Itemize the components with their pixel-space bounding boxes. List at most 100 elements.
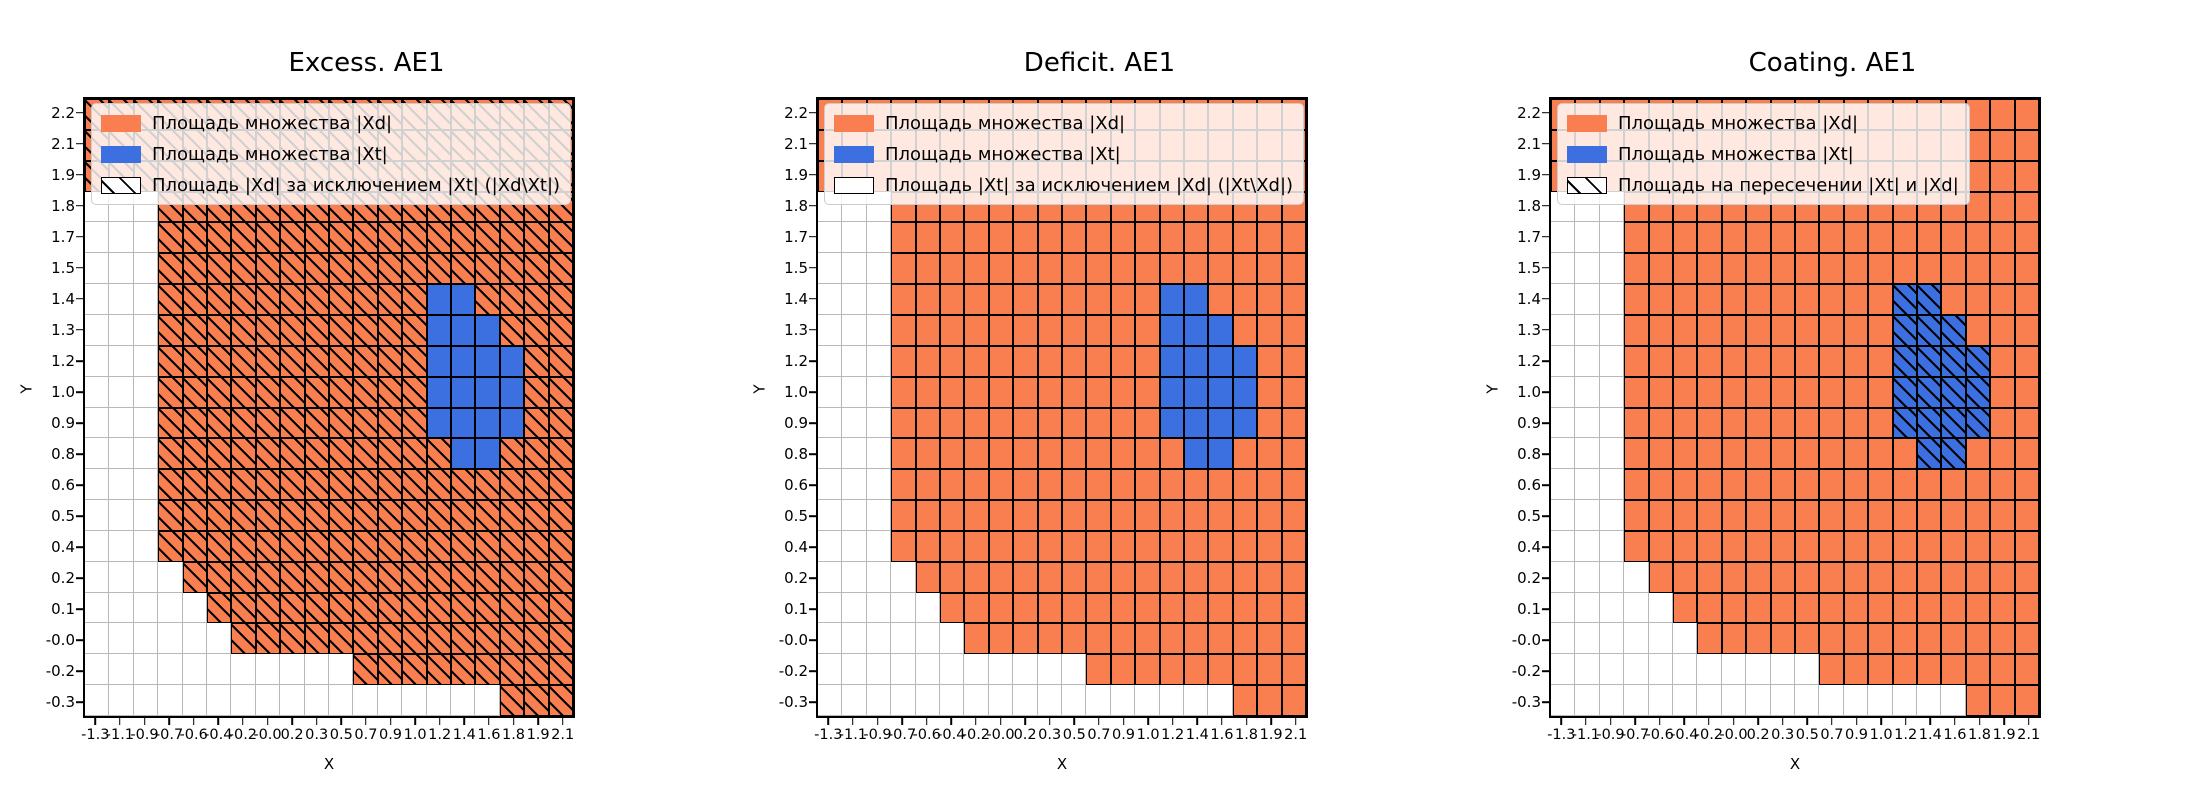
data-cell-orange	[1232, 592, 1258, 624]
grid-cell	[426, 685, 451, 716]
y-axis-tick-label: 0.8	[1517, 445, 1541, 464]
data-cell-orange	[939, 222, 965, 254]
data-cell-orange	[1013, 438, 1038, 470]
data-cell-empty	[867, 222, 891, 253]
data-cell-orange	[1110, 469, 1136, 501]
grid-cell	[109, 500, 134, 531]
data-cell-orange	[1794, 284, 1820, 315]
data-cell-empty	[329, 685, 353, 716]
data-cell-orange	[964, 407, 989, 439]
grid-cell	[133, 345, 159, 377]
data-cell-orange	[304, 530, 330, 562]
data-cell-blue	[1159, 284, 1184, 315]
data-cell-orange	[377, 500, 403, 531]
data-cell-orange	[1794, 561, 1820, 593]
x-axis-tick-mark	[1098, 718, 1100, 725]
data-cell-orange	[1208, 284, 1233, 315]
data-cell-orange	[1672, 530, 1698, 562]
grid-cell	[866, 530, 892, 562]
data-cell-empty	[109, 377, 133, 408]
data-cell-orange	[2014, 438, 2039, 470]
y-axis-tick-mark	[1542, 453, 1549, 455]
legend-item[interactable]: Площадь на пересечении |Xt| и |Xd|	[1567, 174, 1959, 196]
x-axis-tick-mark	[119, 718, 121, 725]
grid-cell	[1575, 592, 1600, 624]
data-cell-orange	[1843, 284, 1869, 315]
panel-title: Excess. AE1	[288, 48, 445, 78]
grid-cell	[964, 685, 989, 716]
data-cell-empty	[818, 253, 842, 284]
grid-cell	[85, 623, 110, 655]
legend-item-label: Площадь множества |Xt|	[885, 143, 1121, 165]
data-cell-orange	[2014, 284, 2039, 315]
legend-item[interactable]: Площадь множества |Xd|	[101, 112, 560, 134]
legend-item[interactable]: Площадь множества |Xd|	[834, 112, 1293, 134]
legend-item[interactable]: Площадь множества |Xt|	[101, 143, 560, 165]
x-axis-tick-label: 0.5	[1795, 727, 1819, 743]
grid-cell	[353, 685, 378, 716]
data-cell-orange	[206, 407, 232, 439]
y-axis-tick-mark	[809, 453, 816, 455]
x-axis-tick-mark	[1585, 718, 1587, 725]
data-cell-orange	[328, 253, 354, 285]
x-axis-tick-label: 0.2	[1013, 727, 1037, 743]
data-cell-empty	[818, 654, 842, 685]
data-cell-orange	[1868, 345, 1893, 377]
grid-cell	[133, 623, 159, 655]
grid-cell	[1770, 685, 1795, 716]
y-axis-tick-mark	[1542, 142, 1549, 145]
data-cell-orange	[1183, 530, 1209, 562]
data-cell-orange	[255, 530, 281, 562]
data-cell-orange	[450, 623, 476, 655]
data-cell-empty	[85, 654, 109, 685]
data-cell-orange	[1746, 561, 1771, 593]
data-cell-orange	[964, 561, 989, 593]
data-cell-orange	[1159, 592, 1184, 624]
panel-excess: Excess. AE1 Y X Площадь множества |Xd| П…	[0, 0, 733, 800]
data-cell-empty	[207, 654, 231, 685]
data-cell-blue	[475, 314, 500, 346]
data-cell-orange	[450, 222, 476, 254]
data-cell-orange	[231, 253, 257, 285]
legend-item[interactable]: Площадь множества |Xt|	[834, 143, 1293, 165]
data-cell-orange	[1721, 314, 1747, 346]
y-axis-tick-mark	[1542, 608, 1549, 611]
data-cell-orange	[1061, 253, 1087, 285]
grid-cell	[915, 592, 940, 624]
data-cell-orange	[891, 376, 916, 408]
grid-cell	[1599, 654, 1625, 686]
data-cell-orange	[1232, 284, 1258, 315]
data-cell-orange	[1794, 500, 1820, 531]
data-cell-orange	[548, 345, 573, 377]
data-cell-orange	[548, 685, 573, 716]
grid-cell	[1599, 376, 1625, 408]
grid-cell	[818, 407, 843, 439]
y-axis-tick-mark	[1542, 546, 1549, 549]
data-cell-empty	[867, 500, 891, 531]
data-cell-orange	[402, 654, 428, 686]
data-cell-orange	[1061, 623, 1087, 655]
data-cell-orange	[1257, 623, 1282, 655]
y-axis-tick-mark	[1542, 670, 1549, 673]
data-cell-orange	[548, 623, 573, 655]
legend-item[interactable]: Площадь |Xd| за исключением |Xt| (|Xd\Xt…	[101, 174, 560, 196]
data-cell-orange	[1232, 561, 1258, 593]
data-cell-orange	[1770, 623, 1795, 655]
y-axis-tick-mark	[76, 173, 83, 176]
grid-cell	[866, 654, 892, 686]
legend-item[interactable]: Площадь |Xt| за исключением |Xd| (|Xt\Xd…	[834, 174, 1293, 196]
data-cell-blue	[475, 438, 500, 470]
data-cell-orange	[964, 314, 989, 346]
data-cell-blue	[1208, 314, 1233, 346]
data-cell-orange	[891, 469, 916, 501]
grid-cell	[85, 530, 110, 562]
y-axis-tick-mark	[76, 422, 83, 424]
legend-item[interactable]: Площадь множества |Xd|	[1567, 112, 1959, 134]
data-cell-empty	[867, 408, 891, 439]
data-cell-orange	[1965, 191, 1991, 223]
data-cell-orange	[1794, 623, 1820, 655]
data-cell-orange	[1257, 561, 1282, 593]
legend-item[interactable]: Площадь множества |Xt|	[1567, 143, 1959, 165]
x-axis-tick-label: 1.8	[501, 727, 526, 743]
data-cell-empty	[109, 623, 133, 654]
